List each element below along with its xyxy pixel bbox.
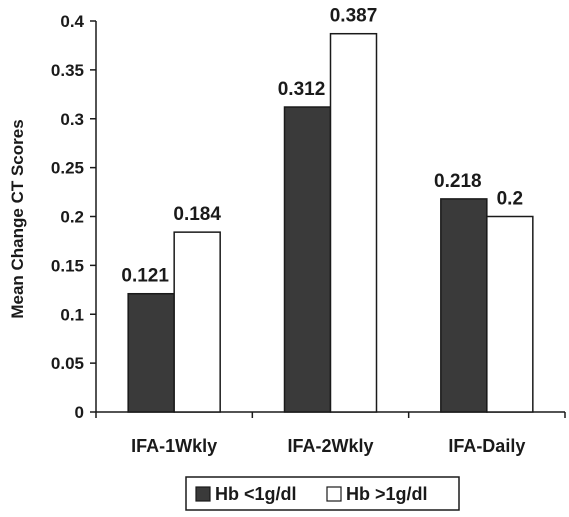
bar (486, 215, 534, 413)
y-tick-label: 0.3 (60, 110, 84, 129)
data-label: 0.387 (330, 6, 378, 27)
bar (329, 32, 378, 413)
bar (173, 231, 221, 413)
y-tick-label: 0.2 (60, 208, 84, 227)
bar (283, 106, 332, 413)
bar (440, 198, 488, 413)
legend-label: Hb <1g/dl (215, 484, 297, 504)
data-labels: 0.121 0.184 0.312 0.387 0.218 0.2 (121, 6, 523, 287)
y-tick-label: 0.1 (60, 305, 84, 324)
y-tick-label: 0.15 (51, 256, 84, 275)
legend-swatch (326, 486, 342, 502)
legend-box (185, 476, 460, 511)
bar (127, 292, 175, 413)
axes: 0 0.05 0.1 0.15 0.2 0.25 0.3 0.35 0.4 IFA-1Wkly IF… (51, 12, 566, 456)
legend-swatch (195, 486, 211, 502)
legend-label: Hb >1g/dl (346, 484, 428, 504)
legend: Hb <1g/dl Hb >1g/dl (185, 476, 460, 511)
data-label: 0.121 (121, 266, 169, 287)
y-tick-label: 0.25 (51, 159, 84, 178)
y-tick-label: 0 (75, 403, 84, 422)
data-label: 0.2 (497, 189, 523, 210)
x-tick-label: IFA-1Wkly (131, 436, 217, 456)
x-tick-label: IFA-Daily (448, 436, 525, 456)
y-tick-label: 0.05 (51, 354, 84, 373)
data-label: 0.218 (434, 171, 482, 192)
bars (127, 32, 534, 413)
y-axis-label: Mean Change CT Scores (8, 119, 27, 318)
y-tick-label: 0.4 (60, 12, 84, 31)
y-tick-label: 0.35 (51, 61, 84, 80)
data-label: 0.184 (173, 204, 221, 225)
data-label: 0.312 (278, 79, 326, 100)
x-tick-label: IFA-2Wkly (287, 436, 373, 456)
